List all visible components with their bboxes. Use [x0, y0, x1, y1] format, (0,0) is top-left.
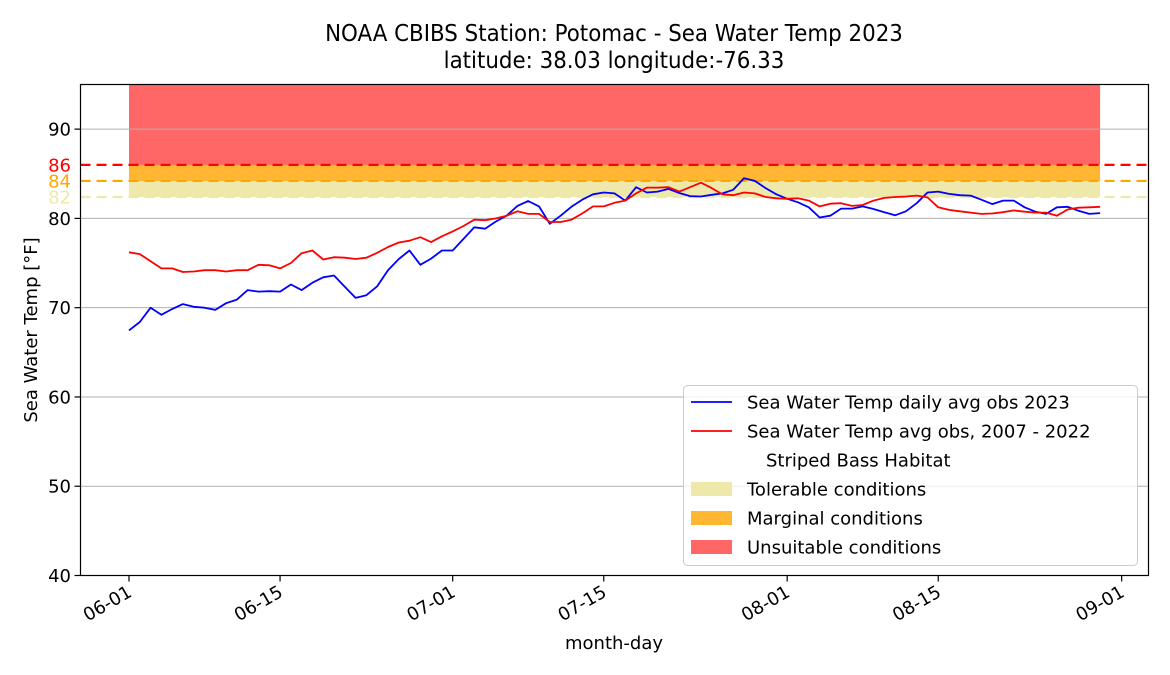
chart-title: NOAA CBIBS Station: Potomac - Sea Water …	[325, 20, 903, 47]
series-2023-line	[128, 177, 1101, 332]
x-tick-label-09-01: 09-01	[1072, 582, 1128, 626]
legend: Sea Water Temp daily avg obs 2023 Sea Wat…	[683, 385, 1138, 566]
band-marginal-conditions	[129, 164, 1101, 181]
legend-header-striped-bass-habitat: Striped Bass Habitat	[766, 451, 951, 472]
plot-frame	[79, 83, 1150, 577]
x-axis-label: month-day	[565, 633, 663, 654]
legend-box	[683, 385, 1138, 566]
legend-label-sea-water-temp-daily-avg-obs-2023: Sea Water Temp daily avg obs 2023	[747, 393, 1070, 414]
x-tick-label-06-15: 06-15	[231, 582, 287, 626]
legend-label-unsuitable-conditions: Unsuitable conditions	[747, 538, 941, 559]
legend-label-tolerable-conditions: Tolerable conditions	[746, 480, 926, 501]
y-axis-label: Sea Water Temp [°F]	[21, 237, 42, 422]
threshold-label-86: 86	[48, 155, 71, 176]
chart-subtitle: latitude: 38.03 longitude:-76.33	[444, 47, 785, 74]
grid-lines	[80, 128, 1149, 487]
x-tick-label-07-01: 07-01	[403, 582, 459, 626]
x-tick-label-08-01: 08-01	[738, 582, 794, 626]
series-historical-line	[128, 181, 1101, 273]
y-tick-label-60: 60	[48, 387, 71, 408]
legend-patch-tolerable-conditions	[691, 482, 732, 496]
y-tick-label-50: 50	[48, 477, 71, 498]
x-tick-label-08-15: 08-15	[889, 582, 945, 626]
legend-patch-marginal-conditions	[691, 511, 732, 525]
y-tick-label-40: 40	[48, 566, 71, 587]
series-lines	[128, 177, 1101, 332]
legend-label-marginal-conditions: Marginal conditions	[747, 509, 923, 530]
y-axis-ticks: 40 50 60 70 80 90	[48, 120, 81, 587]
y-tick-label-80: 80	[48, 209, 71, 230]
habitat-bands	[129, 84, 1101, 197]
x-tick-label-07-15: 07-15	[554, 582, 610, 626]
band-unsuitable-conditions	[129, 84, 1101, 165]
legend-label-sea-water-temp-avg-obs-2007-2022: Sea Water Temp avg obs, 2007 - 2022	[747, 422, 1091, 443]
x-tick-label-06-01: 06-01	[80, 582, 136, 626]
y-tick-label-90: 90	[48, 120, 71, 141]
y-tick-label-70: 70	[48, 298, 71, 319]
threshold-label-82: 82	[48, 187, 71, 208]
band-tolerable-conditions	[129, 180, 1101, 197]
threshold-label-84: 84	[48, 171, 71, 192]
legend-patch-unsuitable-conditions	[691, 540, 732, 554]
x-axis-ticks: 06-01 06-15 07-01 07-15 08-01 08-15 09-01	[80, 575, 1128, 626]
